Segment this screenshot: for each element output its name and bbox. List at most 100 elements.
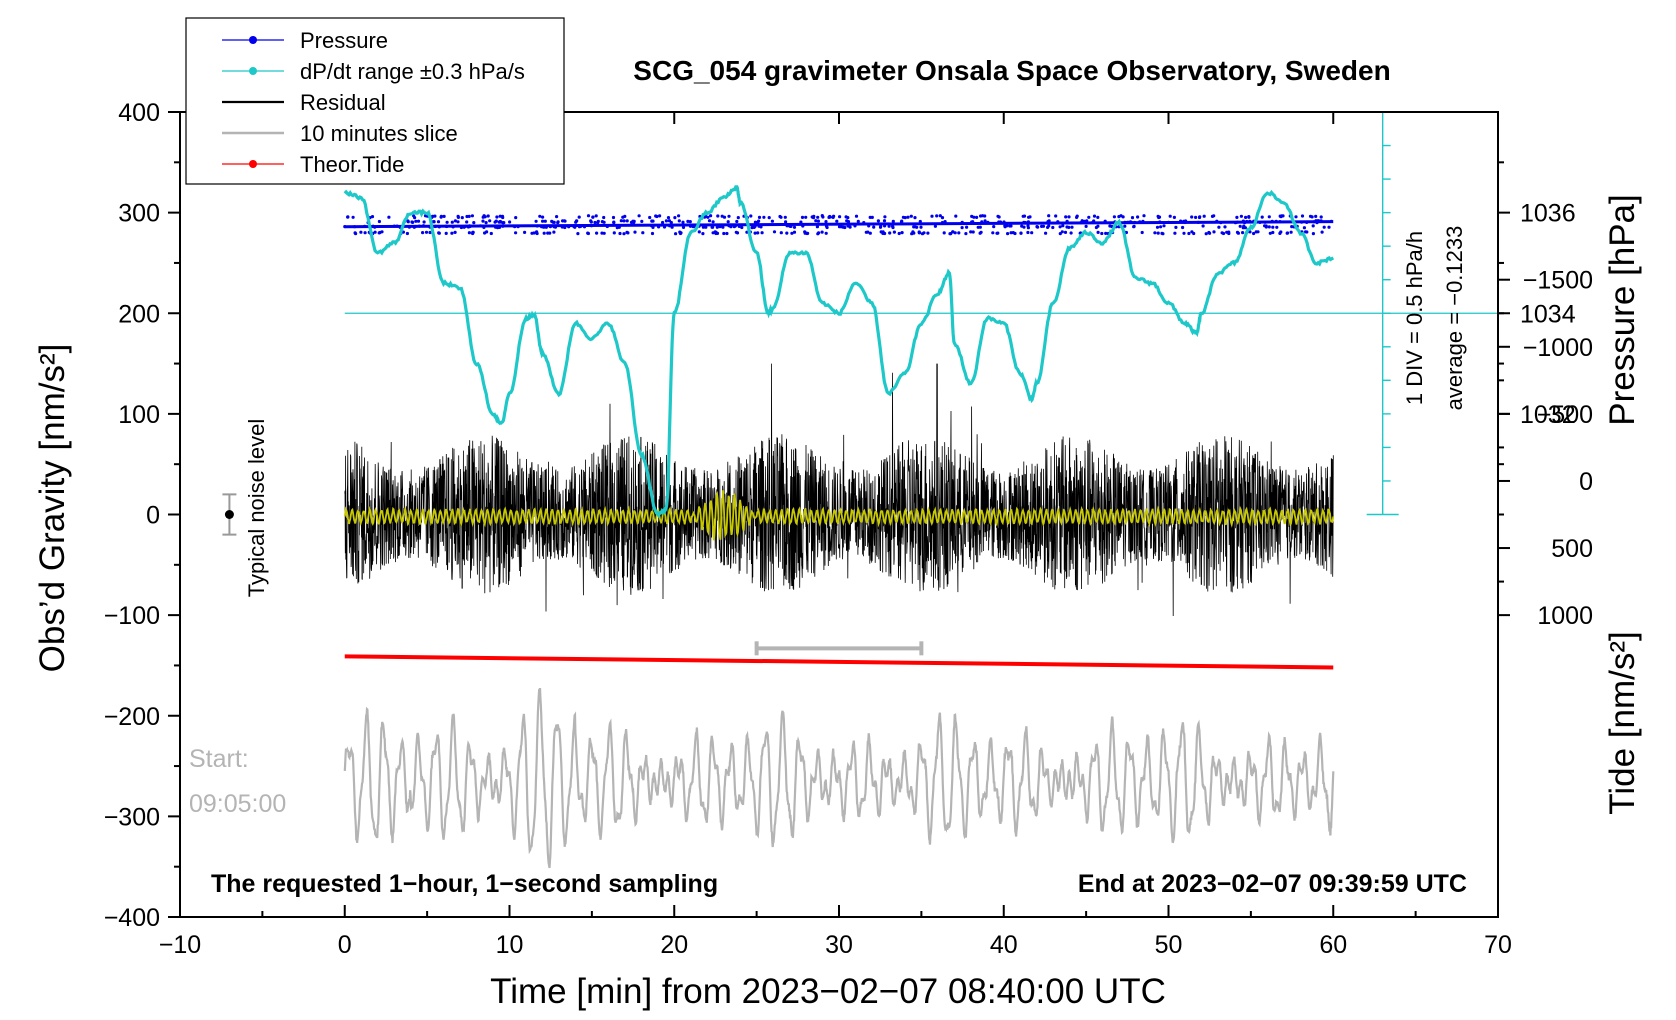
pressure-point	[792, 225, 797, 229]
y-tick-label: −200	[104, 703, 160, 731]
pressure-point	[421, 231, 425, 235]
pressure-point	[862, 221, 866, 225]
pressure-point	[882, 219, 887, 223]
pressure-point	[1329, 219, 1333, 223]
pressure-point	[1123, 220, 1127, 224]
pressure-point	[1159, 225, 1163, 229]
pressure-point	[421, 224, 426, 228]
pressure-point	[697, 230, 701, 234]
pressure-point	[498, 214, 502, 218]
pressure-point	[552, 225, 556, 229]
pressure-point	[1248, 219, 1252, 223]
pressure-point	[664, 219, 669, 223]
pressure-point	[1056, 220, 1060, 224]
pressure-point	[969, 230, 973, 234]
pressure-tick-label: 1036	[1520, 200, 1576, 228]
pressure-point	[633, 230, 637, 234]
pressure-point	[1030, 231, 1034, 235]
pressure-point	[573, 225, 577, 229]
pressure-point	[887, 224, 891, 228]
pressure-point	[640, 219, 644, 223]
pressure-point	[1054, 214, 1058, 218]
pressure-point	[434, 224, 438, 228]
pressure-point	[582, 225, 587, 229]
pressure-point	[726, 220, 730, 224]
pressure-point	[1242, 224, 1246, 228]
pressure-point	[779, 215, 783, 219]
legend-label-slice: 10 minutes slice	[300, 121, 458, 146]
pressure-point	[674, 232, 678, 236]
y-tick-label: 0	[146, 502, 160, 530]
pressure-point	[668, 224, 672, 228]
pressure-point	[735, 231, 740, 235]
pressure-point	[1181, 225, 1185, 230]
pressure-point	[1096, 215, 1100, 219]
pressure-point	[1294, 215, 1298, 219]
pressure-point	[752, 225, 756, 229]
x-tick-label: 0	[338, 931, 352, 959]
filtered-residual-line	[343, 490, 1335, 541]
pressure-point	[1208, 231, 1212, 235]
pressure-point	[1312, 220, 1316, 224]
pressure-point	[1271, 230, 1275, 235]
pressure-point	[835, 219, 839, 223]
pressure-point	[625, 219, 629, 223]
pressure-point	[602, 215, 606, 220]
pressure-point	[911, 230, 915, 234]
pressure-point	[701, 225, 706, 229]
pressure-point	[1260, 215, 1264, 219]
pressure-point	[550, 219, 554, 223]
pressure-point	[459, 225, 463, 230]
pressure-point	[1192, 231, 1196, 236]
pressure-point	[453, 219, 457, 223]
pressure-point	[1219, 221, 1223, 225]
pressure-point	[854, 214, 859, 218]
pressure-point	[1117, 215, 1121, 219]
pressure-point	[513, 225, 517, 229]
pressure-point	[688, 224, 693, 228]
pressure-point	[611, 215, 616, 220]
pressure-point	[1058, 225, 1062, 229]
pressure-point	[995, 231, 999, 235]
pressure-point	[926, 231, 930, 235]
pressure-point	[756, 220, 760, 224]
pressure-point	[980, 220, 984, 224]
pressure-point	[1026, 230, 1030, 235]
pressure-point	[892, 230, 897, 234]
pressure-point	[1221, 231, 1226, 236]
x-tick-label: 60	[1319, 931, 1347, 959]
pressure-point	[978, 225, 982, 229]
pressure-point	[1021, 214, 1025, 218]
pressure-point	[757, 215, 762, 219]
pressure-point	[561, 219, 565, 223]
legend-dot-tide	[249, 160, 257, 168]
pressure-point	[722, 231, 726, 236]
pressure-point	[1051, 225, 1055, 230]
pressure-point	[445, 224, 449, 229]
pressure-point	[979, 214, 983, 218]
pressure-point	[1166, 220, 1171, 224]
pressure-point	[1140, 230, 1144, 235]
pressure-point	[586, 214, 591, 218]
pressure-point	[1268, 231, 1272, 235]
pressure-point	[1065, 219, 1069, 223]
pressure-point	[651, 225, 655, 229]
pressure-point	[790, 231, 794, 235]
pressure-point	[673, 216, 677, 220]
pressure-point	[1280, 214, 1284, 218]
pressure-point	[772, 230, 777, 234]
pressure-point	[920, 232, 925, 236]
pressure-point	[593, 220, 597, 225]
pressure-point	[482, 215, 486, 219]
pressure-point	[1267, 215, 1271, 219]
pressure-point	[736, 216, 740, 220]
pressure-point	[363, 231, 367, 235]
pressure-point	[803, 231, 807, 235]
legend-dot-dpdt	[249, 67, 257, 75]
data-layer	[343, 111, 1498, 869]
legend-item-residual: Residual	[222, 90, 386, 115]
pressure-point	[1133, 220, 1137, 225]
pressure-point	[1308, 214, 1313, 218]
pressure-point	[779, 231, 783, 235]
pressure-point	[903, 216, 907, 220]
